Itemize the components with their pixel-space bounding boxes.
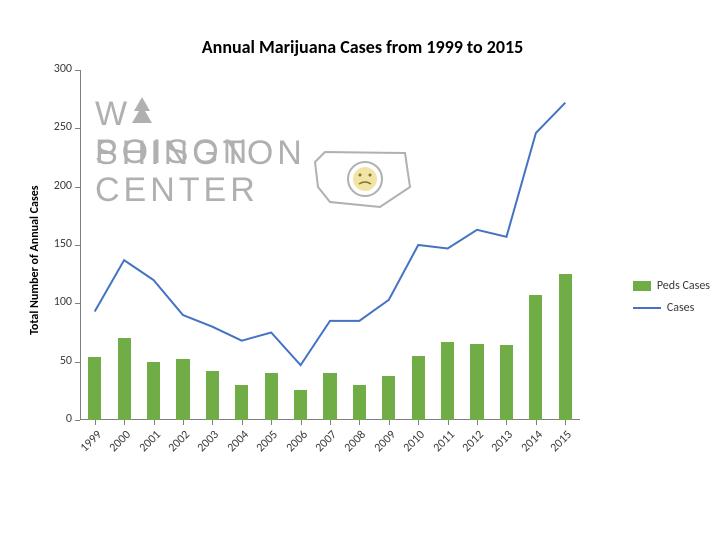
x-tick-mark	[301, 420, 302, 425]
x-tick-label: 2003	[184, 428, 222, 466]
y-axis-label: Total Number of Annual Cases	[28, 185, 42, 335]
y-tick-mark	[75, 245, 80, 246]
x-tick-mark	[183, 420, 184, 425]
y-tick-mark	[75, 187, 80, 188]
y-tick-mark	[75, 303, 80, 304]
x-tick-mark	[271, 420, 272, 425]
legend-item-cases: Cases	[633, 297, 710, 319]
x-tick-mark	[448, 420, 449, 425]
y-tick-label: 100	[32, 295, 72, 309]
y-tick-mark	[75, 420, 80, 421]
y-tick-label: 0	[32, 412, 72, 426]
legend: Peds Cases Cases	[633, 275, 710, 319]
y-tick-mark	[75, 362, 80, 363]
chart-stage: Annual Marijuana Cases from 1999 to 2015…	[0, 0, 725, 544]
x-tick-label: 2011	[419, 428, 457, 466]
legend-label: Cases	[667, 301, 695, 315]
plot-area: 050100150200250300 199920002001200220032…	[80, 70, 580, 420]
x-tick-mark	[212, 420, 213, 425]
legend-swatch-line	[633, 307, 661, 309]
legend-swatch-bar	[633, 281, 651, 291]
x-tick-mark	[506, 420, 507, 425]
x-tick-mark	[242, 420, 243, 425]
x-tick-mark	[418, 420, 419, 425]
x-tick-mark	[330, 420, 331, 425]
x-tick-label: 2008	[331, 428, 369, 466]
x-tick-label: 2015	[537, 428, 575, 466]
x-tick-label: 2001	[125, 428, 163, 466]
x-tick-label: 2006	[272, 428, 310, 466]
legend-label: Peds Cases	[657, 279, 710, 293]
x-tick-mark	[565, 420, 566, 425]
y-tick-label: 150	[32, 237, 72, 251]
x-tick-mark	[124, 420, 125, 425]
y-tick-label: 250	[32, 120, 72, 134]
x-tick-label: 2013	[478, 428, 516, 466]
x-tick-mark	[359, 420, 360, 425]
legend-item-peds-cases: Peds Cases	[633, 275, 710, 297]
x-tick-mark	[95, 420, 96, 425]
y-tick-label: 50	[32, 354, 72, 368]
y-tick-mark	[75, 128, 80, 129]
y-tick-mark	[75, 70, 80, 71]
x-tick-mark	[389, 420, 390, 425]
line-series	[80, 70, 580, 420]
x-tick-mark	[536, 420, 537, 425]
y-tick-label: 200	[32, 179, 72, 193]
x-tick-mark	[477, 420, 478, 425]
x-tick-mark	[154, 420, 155, 425]
cases-line	[95, 103, 566, 366]
chart-title: Annual Marijuana Cases from 1999 to 2015	[0, 36, 725, 58]
y-tick-label: 300	[32, 62, 72, 76]
